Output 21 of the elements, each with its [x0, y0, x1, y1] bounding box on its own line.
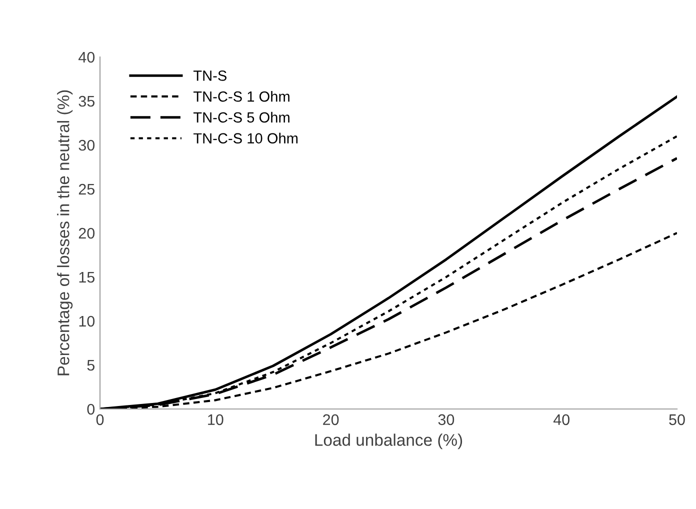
x-tick-label: 10 — [208, 414, 224, 426]
y-tick-label: 35 — [78, 96, 94, 107]
x-tick-label: 50 — [669, 414, 685, 426]
x-tick-label: 20 — [323, 414, 339, 426]
y-tick-label: 30 — [78, 140, 95, 151]
legend-label: TN-C-S 10 Ohm — [193, 132, 298, 144]
y-tick-label: 25 — [78, 184, 94, 195]
y-tick-label: 15 — [79, 272, 94, 283]
legend-label: TN-C-S 1 Ohm — [193, 91, 290, 102]
y-tick-label: 20 — [78, 228, 95, 239]
x-axis-title: Load unbalance (%) — [315, 434, 462, 450]
legend-label: TN-C-S 5 Ohm — [193, 112, 290, 123]
x-tick-label: 40 — [553, 414, 570, 426]
y-axis-title: Percentage of losses in the neutral (%) — [57, 90, 73, 376]
legend-label: TN-S — [193, 70, 226, 81]
y-tick-label: 5 — [87, 360, 94, 371]
y-tick-label: 40 — [78, 52, 95, 63]
y-tick-label: 10 — [79, 316, 95, 327]
x-tick-label: 30 — [438, 414, 454, 426]
y-tick-label: 0 — [87, 404, 95, 415]
x-tick-label: 0 — [96, 414, 104, 426]
